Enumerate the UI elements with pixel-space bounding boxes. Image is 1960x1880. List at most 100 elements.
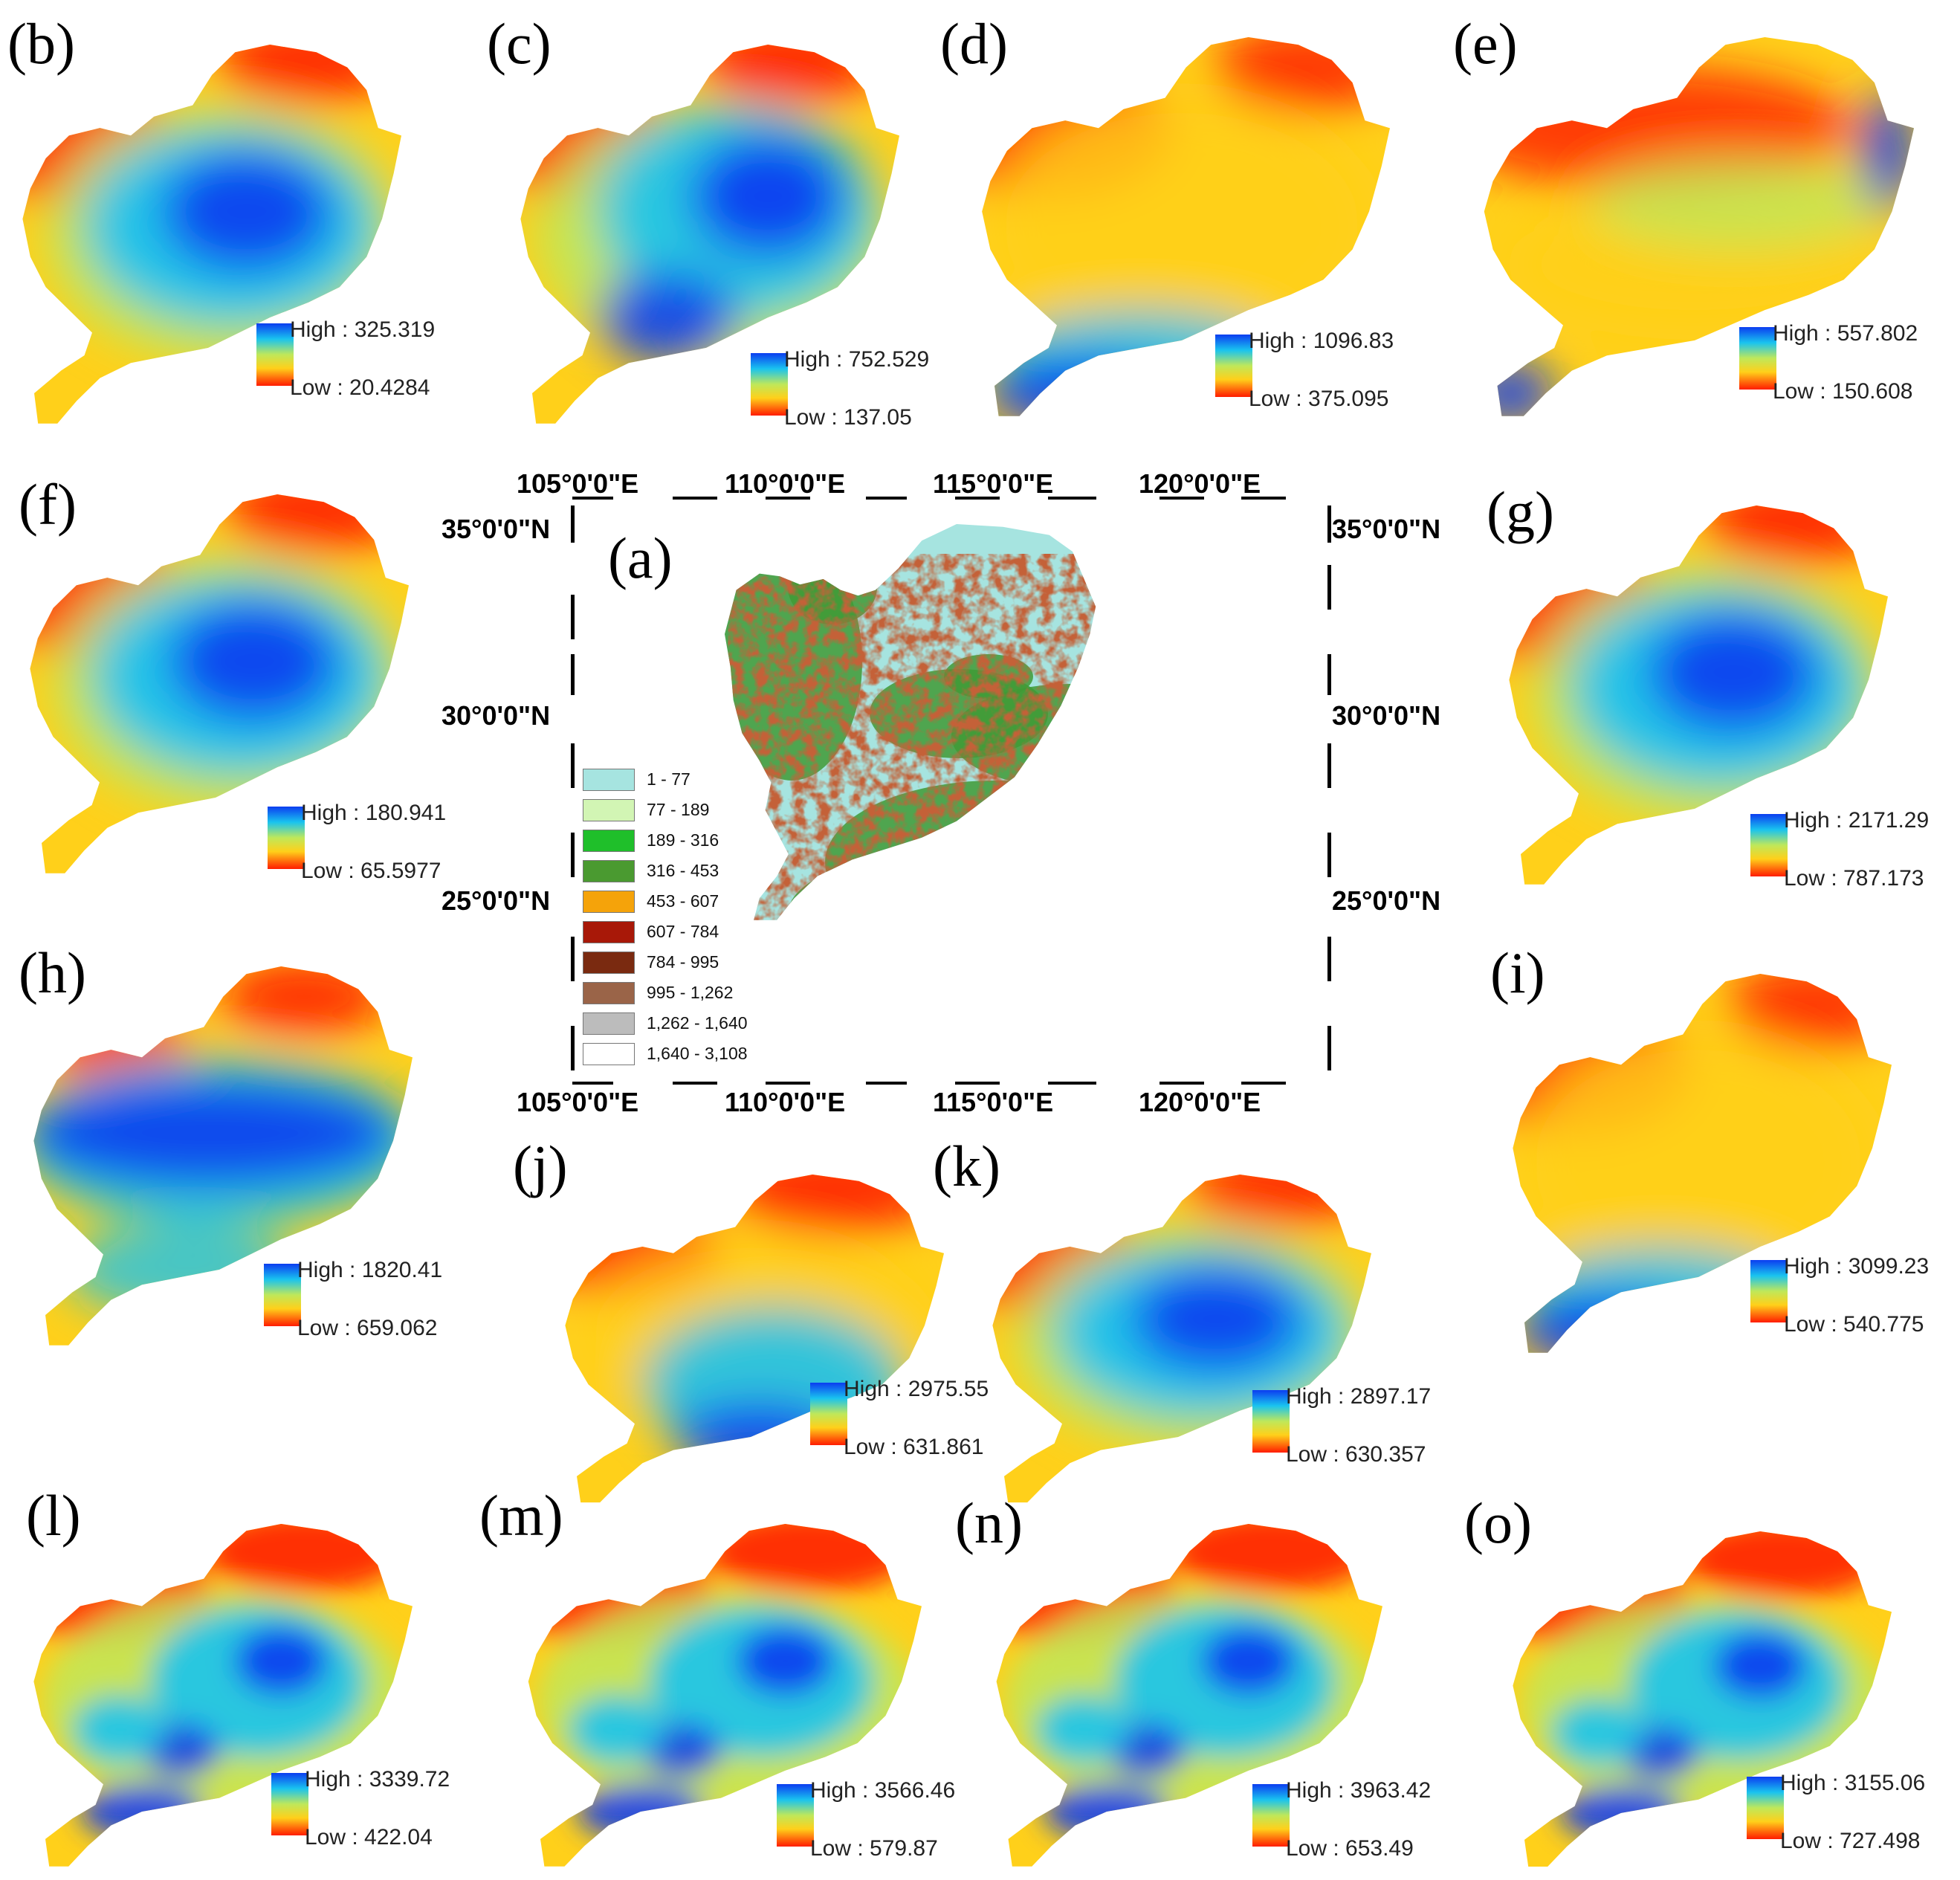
legend-high-value: High : 3963.42 bbox=[1286, 1778, 1432, 1803]
map-blob bbox=[33, 1079, 398, 1186]
elevation-swatch bbox=[583, 921, 635, 943]
elevation-range-label: 77 - 189 bbox=[647, 800, 710, 819]
mountains bbox=[798, 868, 986, 920]
elevation-range-label: 1 - 77 bbox=[647, 769, 690, 789]
raster-map bbox=[1513, 1531, 1892, 1867]
elevation-range-label: 189 - 316 bbox=[647, 830, 719, 850]
lat-left-30: 30°0'0"N bbox=[442, 700, 551, 731]
mountains bbox=[975, 919, 1096, 920]
panel-c: (c) High : 752.529 Low : 137.05 bbox=[479, 15, 955, 431]
raster-map bbox=[30, 494, 409, 873]
elevation-legend-row: 607 - 784 bbox=[583, 921, 850, 946]
mountains bbox=[879, 673, 1039, 754]
elevation-swatch bbox=[583, 952, 635, 974]
uplands bbox=[788, 862, 996, 920]
map-blob bbox=[65, 1224, 297, 1316]
elevation-legend-row: 784 - 995 bbox=[583, 952, 850, 977]
legend-high-value: High : 557.802 bbox=[1773, 321, 1918, 346]
map-blob bbox=[1559, 1786, 1684, 1840]
map-blob bbox=[705, 1524, 914, 1593]
elevation-swatch bbox=[583, 1012, 635, 1035]
lat-right-35: 35°0'0"N bbox=[1332, 514, 1441, 544]
elevation-legend-row: 1,640 - 3,108 bbox=[583, 1043, 850, 1068]
map-blob bbox=[1729, 974, 1892, 1050]
lon-top-110: 110°0'0"E bbox=[725, 468, 846, 499]
legend-low-value: Low : 631.861 bbox=[844, 1435, 984, 1459]
raster-map bbox=[1513, 974, 1892, 1353]
frame-dash bbox=[1241, 497, 1286, 500]
map-blob bbox=[1484, 363, 1555, 416]
elevation-legend-row: 1 - 77 bbox=[583, 769, 850, 794]
map-blob bbox=[982, 359, 1182, 416]
color-ramp-legend bbox=[777, 1784, 814, 1847]
panel-label: (g) bbox=[1487, 479, 1554, 544]
legend-low-value: Low : 630.357 bbox=[1286, 1442, 1426, 1467]
frame-dash bbox=[571, 505, 575, 543]
map-blob bbox=[576, 1784, 705, 1839]
color-ramp-legend bbox=[1747, 1777, 1784, 1839]
map-blob bbox=[598, 271, 737, 364]
color-ramp-legend bbox=[1750, 1260, 1788, 1322]
legend-high-value: High : 3155.06 bbox=[1780, 1771, 1926, 1795]
panel-i: (i) High : 3099.23 Low : 540.775 bbox=[1479, 944, 1955, 1360]
map-blob bbox=[161, 150, 332, 272]
frame-dash bbox=[766, 497, 810, 500]
legend-high-value: High : 1820.41 bbox=[297, 1258, 443, 1282]
panel-m: (m) High : 3566.46 Low : 579.87 bbox=[476, 1487, 966, 1873]
frame-dash bbox=[572, 497, 613, 500]
panel-label: (m) bbox=[479, 1483, 563, 1548]
map-blob bbox=[698, 45, 884, 106]
panel-label: (k) bbox=[933, 1134, 1000, 1198]
frame-dash bbox=[1327, 654, 1331, 695]
frame-dash bbox=[1048, 1082, 1096, 1085]
raster-map bbox=[33, 966, 413, 1346]
color-ramp-legend bbox=[1215, 335, 1252, 397]
panel-l: (l) High : 3339.72 Low : 422.04 bbox=[15, 1487, 476, 1873]
elevation-swatch bbox=[583, 891, 635, 913]
legend-high-value: High : 3339.72 bbox=[305, 1767, 450, 1792]
lon-bottom-105: 105°0'0"E bbox=[517, 1087, 639, 1117]
legend-low-value: Low : 20.4284 bbox=[290, 375, 430, 400]
frame-dash bbox=[673, 1082, 717, 1085]
mountains bbox=[792, 554, 873, 621]
uplands bbox=[1063, 736, 1096, 870]
elevation-swatch bbox=[583, 799, 635, 821]
elevation-range-label: 1,640 - 3,108 bbox=[647, 1044, 748, 1063]
map-blob bbox=[1169, 1524, 1375, 1593]
frame-dash bbox=[1241, 1082, 1286, 1085]
lon-top-105: 105°0'0"E bbox=[517, 468, 639, 499]
uplands bbox=[788, 550, 877, 624]
lon-top-115: 115°0'0"E bbox=[933, 468, 1054, 499]
elevation-range-label: 1,262 - 1,640 bbox=[647, 1013, 748, 1033]
elevation-swatch bbox=[583, 860, 635, 882]
raster-map bbox=[1509, 505, 1888, 885]
elevation-swatch bbox=[583, 769, 635, 791]
elevation-range-label: 453 - 607 bbox=[647, 891, 719, 911]
map-blob bbox=[1861, 90, 1914, 212]
panel-e: (e) High : 557.802 Low : 150.608 bbox=[1453, 15, 1951, 431]
color-ramp-legend bbox=[1750, 814, 1788, 876]
frame-dash bbox=[571, 654, 575, 695]
frame-dash bbox=[1048, 497, 1096, 500]
frame-dash bbox=[1159, 1082, 1204, 1085]
raster-map bbox=[22, 45, 401, 424]
legend-low-value: Low : 727.498 bbox=[1780, 1829, 1921, 1853]
map-blob bbox=[1713, 1632, 1807, 1699]
elevation-legend-row: 77 - 189 bbox=[583, 799, 850, 824]
panel-label: (c) bbox=[487, 11, 552, 76]
lat-left-25: 25°0'0"N bbox=[442, 885, 551, 916]
panel-label: (f) bbox=[19, 472, 77, 537]
legend-high-value: High : 2975.55 bbox=[844, 1377, 989, 1401]
lon-top-120: 120°0'0"E bbox=[1139, 468, 1261, 499]
frame-dash bbox=[866, 497, 907, 500]
uplands bbox=[951, 684, 1096, 788]
panel-o: (o) High : 3155.06 Low : 727.498 bbox=[1457, 1494, 1955, 1873]
uplands bbox=[780, 944, 884, 1018]
frame-dash bbox=[673, 497, 717, 500]
frame-dash bbox=[866, 1082, 907, 1085]
map-blob bbox=[204, 1524, 405, 1593]
color-ramp-legend bbox=[1252, 1784, 1290, 1847]
color-ramp-legend bbox=[271, 1773, 308, 1835]
map-blob bbox=[1035, 1695, 1131, 1764]
panel-label: (o) bbox=[1464, 1490, 1532, 1555]
